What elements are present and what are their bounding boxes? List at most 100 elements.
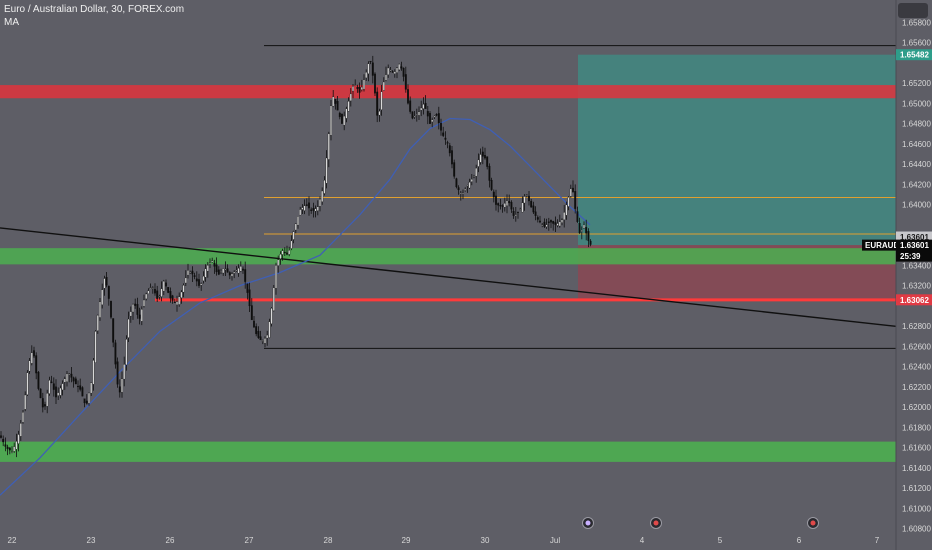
candle-body	[290, 240, 293, 249]
y-tick-label: 1.62800	[902, 322, 931, 331]
symbol-tag[interactable]: EURAUD	[865, 241, 899, 250]
candle-body	[371, 62, 374, 76]
candle-body	[176, 301, 178, 306]
candle-body	[90, 382, 93, 394]
candle-body	[413, 116, 416, 118]
x-tick-label: 27	[245, 536, 254, 545]
candle-body	[272, 287, 275, 311]
candle-body	[360, 86, 363, 90]
candle-body	[8, 447, 11, 451]
candle-body	[248, 289, 251, 307]
candle-body	[127, 318, 130, 338]
candle-body	[336, 101, 339, 111]
moving-average-line[interactable]	[0, 117, 591, 496]
candle-body	[143, 299, 145, 307]
candle-body	[178, 296, 181, 305]
candle-body	[574, 191, 577, 209]
candle-body	[580, 230, 583, 232]
candle-body	[325, 157, 328, 184]
candle-body	[400, 66, 403, 69]
candle-body	[367, 63, 370, 74]
candle-body	[237, 268, 240, 274]
candle-body	[132, 304, 134, 313]
candle-body	[369, 60, 372, 63]
candle-body	[528, 195, 530, 202]
stop-price-badge[interactable]: 1.63062	[900, 296, 929, 305]
candle-body	[123, 364, 126, 380]
candle-body	[105, 277, 108, 286]
candle-body	[338, 112, 341, 118]
candle-body	[171, 295, 174, 301]
candle-body	[523, 196, 526, 204]
current-price-tag[interactable]: 1.63601	[900, 241, 929, 250]
candle-body	[180, 291, 183, 298]
lightning-icon-glyph	[585, 520, 591, 526]
candle-body	[13, 446, 16, 452]
candle-body	[554, 222, 557, 225]
candle-body	[270, 308, 273, 324]
support-zone-lower[interactable]	[0, 441, 896, 462]
candle-body	[169, 291, 172, 299]
trendline[interactable]	[0, 227, 923, 330]
candle-body	[530, 200, 533, 208]
target-price-badge[interactable]: 1.65482	[900, 51, 929, 60]
candle-body	[585, 227, 588, 234]
candle-body	[334, 98, 337, 104]
candle-body	[468, 182, 471, 189]
candle-body	[83, 398, 86, 404]
entry-price-badge[interactable]: 1.63601	[900, 233, 929, 242]
candle-body	[198, 279, 200, 286]
candle-body	[506, 200, 508, 206]
candle-body	[409, 100, 412, 112]
candle-body	[565, 204, 568, 216]
x-tick-label: 7	[875, 536, 880, 545]
candle-body	[158, 295, 161, 298]
candle-body	[426, 111, 429, 117]
candle-body	[55, 386, 57, 398]
candle-body	[195, 278, 198, 282]
candle-body	[343, 115, 346, 126]
candle-body	[70, 373, 73, 378]
candle-body	[391, 71, 394, 73]
chart-title[interactable]: Euro / Australian Dollar, 30, FOREX.com	[4, 4, 185, 15]
candle-body	[288, 250, 291, 255]
candle-body	[44, 404, 46, 407]
candle-body	[514, 214, 517, 216]
y-tick-label: 1.61200	[902, 484, 931, 493]
candle-body	[239, 266, 242, 272]
candle-body	[41, 398, 44, 408]
candle-body	[250, 305, 253, 321]
candle-body	[129, 311, 132, 317]
support-zone-upper[interactable]	[0, 248, 896, 265]
flag-icon-glyph	[653, 520, 659, 526]
candle-body	[314, 208, 317, 212]
candle-body	[156, 290, 159, 299]
candle-body	[114, 342, 117, 365]
candle-body	[200, 283, 203, 286]
candle-body	[149, 287, 152, 289]
candle-body	[39, 388, 42, 399]
y-tick-label: 1.60800	[902, 525, 931, 534]
candle-body	[37, 371, 40, 389]
candle-body	[66, 373, 68, 382]
entry-price-badge-bg	[896, 231, 932, 243]
y-tick-label: 1.64800	[902, 120, 931, 129]
x-tick-label: 28	[324, 536, 333, 545]
y-tick-label: 1.62200	[902, 383, 931, 392]
candle-body	[316, 206, 319, 211]
candle-body	[407, 89, 409, 104]
resistance-zone[interactable]	[0, 85, 896, 99]
candle-body	[532, 205, 535, 213]
profit-zone[interactable]	[578, 54, 896, 246]
toolbar-button[interactable]	[898, 3, 928, 18]
candle-body	[244, 269, 247, 282]
price-axis[interactable]	[896, 0, 932, 550]
candle-body	[4, 444, 7, 447]
candle-body	[420, 107, 423, 111]
candle-body	[517, 211, 519, 213]
ma-indicator-label[interactable]: MA	[4, 17, 19, 28]
candle-body	[246, 283, 249, 293]
candle-body	[356, 87, 359, 89]
candle-body	[61, 383, 64, 391]
